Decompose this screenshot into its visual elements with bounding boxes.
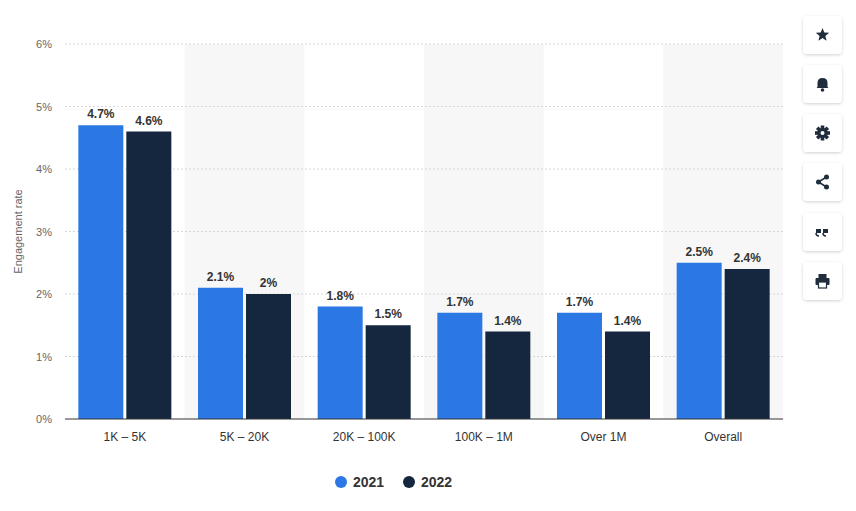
grid-line <box>65 231 783 232</box>
bar[interactable] <box>78 125 123 419</box>
tick-label: 0% <box>36 413 52 425</box>
data-label: 2.5% <box>685 245 713 259</box>
chart: 0% 1% 2% 3% 4% 5% 6% Engagement rate 4.7% 2.1% 1.8… <box>0 0 856 511</box>
bar[interactable] <box>605 332 650 420</box>
legend-swatch <box>335 476 347 488</box>
bar[interactable] <box>677 263 722 419</box>
bar[interactable] <box>485 332 530 420</box>
bar[interactable] <box>318 307 363 420</box>
legend-swatch <box>403 476 415 488</box>
tick-label: 6% <box>36 38 52 50</box>
chart-root: 0% 1% 2% 3% 4% 5% 6% Engagement rate 4.7% 2.1% 1.8… <box>0 0 856 511</box>
data-labels: 4.7% 2.1% 1.8% 1.7% 1.7% 2.5% 4.6% 2% 1.5% 1.4% 1.… <box>87 107 761 327</box>
category-label: Over 1M <box>580 430 626 444</box>
data-label: 4.7% <box>87 107 115 121</box>
axis-title: Engagement rate <box>12 189 24 273</box>
category-label: 100K – 1M <box>455 430 513 444</box>
grid-line <box>65 169 783 170</box>
tick-label: 4% <box>36 163 52 175</box>
axis-line <box>65 419 783 420</box>
grid-line <box>65 44 783 45</box>
data-label: 1.7% <box>566 295 594 309</box>
data-label: 2.4% <box>733 251 761 265</box>
bar[interactable] <box>366 325 411 419</box>
tick-label: 2% <box>36 288 52 300</box>
tick-label: 3% <box>36 226 52 238</box>
category-label: 5K – 20K <box>220 430 269 444</box>
bar[interactable] <box>437 313 482 419</box>
cite-button[interactable] <box>803 213 842 251</box>
grid-line <box>65 356 783 357</box>
legend-label[interactable]: 2022 <box>421 474 452 490</box>
data-label: 2.1% <box>207 270 235 284</box>
bar[interactable] <box>725 269 770 419</box>
data-label: 1.8% <box>326 289 354 303</box>
bars <box>78 125 769 419</box>
share-button[interactable] <box>803 163 842 201</box>
tick-label: 5% <box>36 101 52 113</box>
bar[interactable] <box>557 313 602 419</box>
category-label: Overall <box>704 430 742 444</box>
data-label: 4.6% <box>135 114 163 128</box>
print-button[interactable] <box>803 262 842 300</box>
category-label: 1K – 5K <box>103 430 146 444</box>
grid-line <box>65 106 783 107</box>
data-label: 1.5% <box>374 307 402 321</box>
bar[interactable] <box>126 132 171 420</box>
data-label: 1.4% <box>494 314 522 328</box>
settings-button[interactable] <box>803 114 842 152</box>
legend: 2021 2022 <box>335 474 452 490</box>
bar[interactable] <box>198 288 243 419</box>
legend-label[interactable]: 2021 <box>353 474 384 490</box>
category-label: 20K – 100K <box>333 430 396 444</box>
tick-label: 1% <box>36 351 52 363</box>
grid-line <box>65 294 783 295</box>
data-label: 1.7% <box>446 295 474 309</box>
data-label: 2% <box>260 276 278 290</box>
bar[interactable] <box>246 294 291 419</box>
favorite-button[interactable] <box>803 16 842 54</box>
alert-button[interactable] <box>803 65 842 103</box>
data-label: 1.4% <box>614 314 642 328</box>
